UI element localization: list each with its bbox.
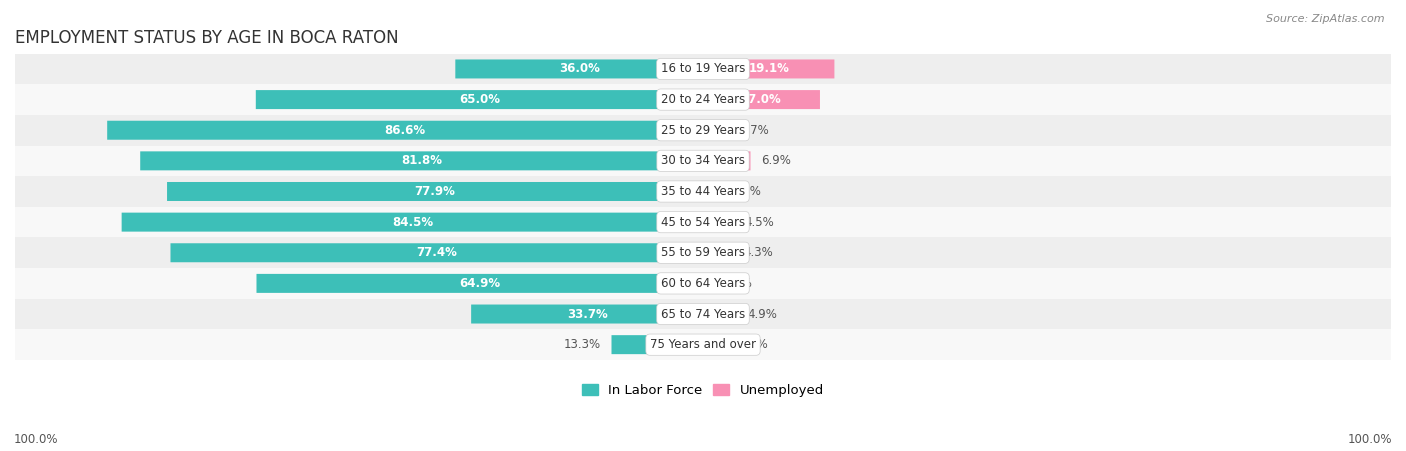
Bar [15,207,1391,237]
Bar [703,274,713,293]
Legend: In Labor Force, Unemployed: In Labor Force, Unemployed [576,379,830,402]
Text: EMPLOYMENT STATUS BY AGE IN BOCA RATON: EMPLOYMENT STATUS BY AGE IN BOCA RATON [15,28,399,46]
Text: 16 to 19 Years: 16 to 19 Years [661,62,745,75]
Text: 4.5%: 4.5% [744,216,775,229]
Bar [15,84,1391,115]
Bar [612,335,703,354]
Text: 86.6%: 86.6% [384,124,426,137]
Bar [456,60,703,78]
Text: 60 to 64 Years: 60 to 64 Years [661,277,745,290]
Bar [703,152,751,170]
Text: 6.9%: 6.9% [761,154,790,167]
Bar [703,335,728,354]
Text: 81.8%: 81.8% [401,154,441,167]
Bar [703,243,733,262]
Text: 2.6%: 2.6% [731,185,761,198]
Bar [15,176,1391,207]
Text: 77.9%: 77.9% [415,185,456,198]
Text: 100.0%: 100.0% [1347,433,1392,446]
Text: 100.0%: 100.0% [14,433,59,446]
Bar [15,115,1391,146]
Text: 35 to 44 Years: 35 to 44 Years [661,185,745,198]
Text: 25 to 29 Years: 25 to 29 Years [661,124,745,137]
Text: 33.7%: 33.7% [567,308,607,321]
Bar [15,54,1391,84]
Text: 77.4%: 77.4% [416,246,457,259]
Text: 45 to 54 Years: 45 to 54 Years [661,216,745,229]
Bar [167,182,703,201]
Bar [15,237,1391,268]
Bar [256,274,703,293]
Text: 1.4%: 1.4% [723,277,752,290]
Text: 65 to 74 Years: 65 to 74 Years [661,308,745,321]
Bar [703,60,834,78]
Bar [170,243,703,262]
Text: 4.9%: 4.9% [747,308,778,321]
Text: 55 to 59 Years: 55 to 59 Years [661,246,745,259]
Bar [15,329,1391,360]
Bar [122,212,703,232]
Text: 75 Years and over: 75 Years and over [650,338,756,351]
Text: 4.3%: 4.3% [742,246,773,259]
Text: 17.0%: 17.0% [741,93,782,106]
Bar [15,299,1391,329]
Bar [471,304,703,323]
Text: Source: ZipAtlas.com: Source: ZipAtlas.com [1267,14,1385,23]
Text: 30 to 34 Years: 30 to 34 Years [661,154,745,167]
Text: 3.7%: 3.7% [738,124,769,137]
Text: 65.0%: 65.0% [458,93,501,106]
Bar [703,212,734,232]
Text: 13.3%: 13.3% [564,338,602,351]
Text: 20 to 24 Years: 20 to 24 Years [661,93,745,106]
Text: 19.1%: 19.1% [748,62,789,75]
Text: 64.9%: 64.9% [460,277,501,290]
Bar [703,121,728,140]
Bar [703,90,820,109]
Bar [256,90,703,109]
Bar [107,121,703,140]
Bar [703,304,737,323]
Bar [141,152,703,170]
Text: 3.6%: 3.6% [738,338,768,351]
Text: 36.0%: 36.0% [558,62,599,75]
Bar [703,182,721,201]
Bar [15,268,1391,299]
Text: 84.5%: 84.5% [392,216,433,229]
Bar [15,146,1391,176]
